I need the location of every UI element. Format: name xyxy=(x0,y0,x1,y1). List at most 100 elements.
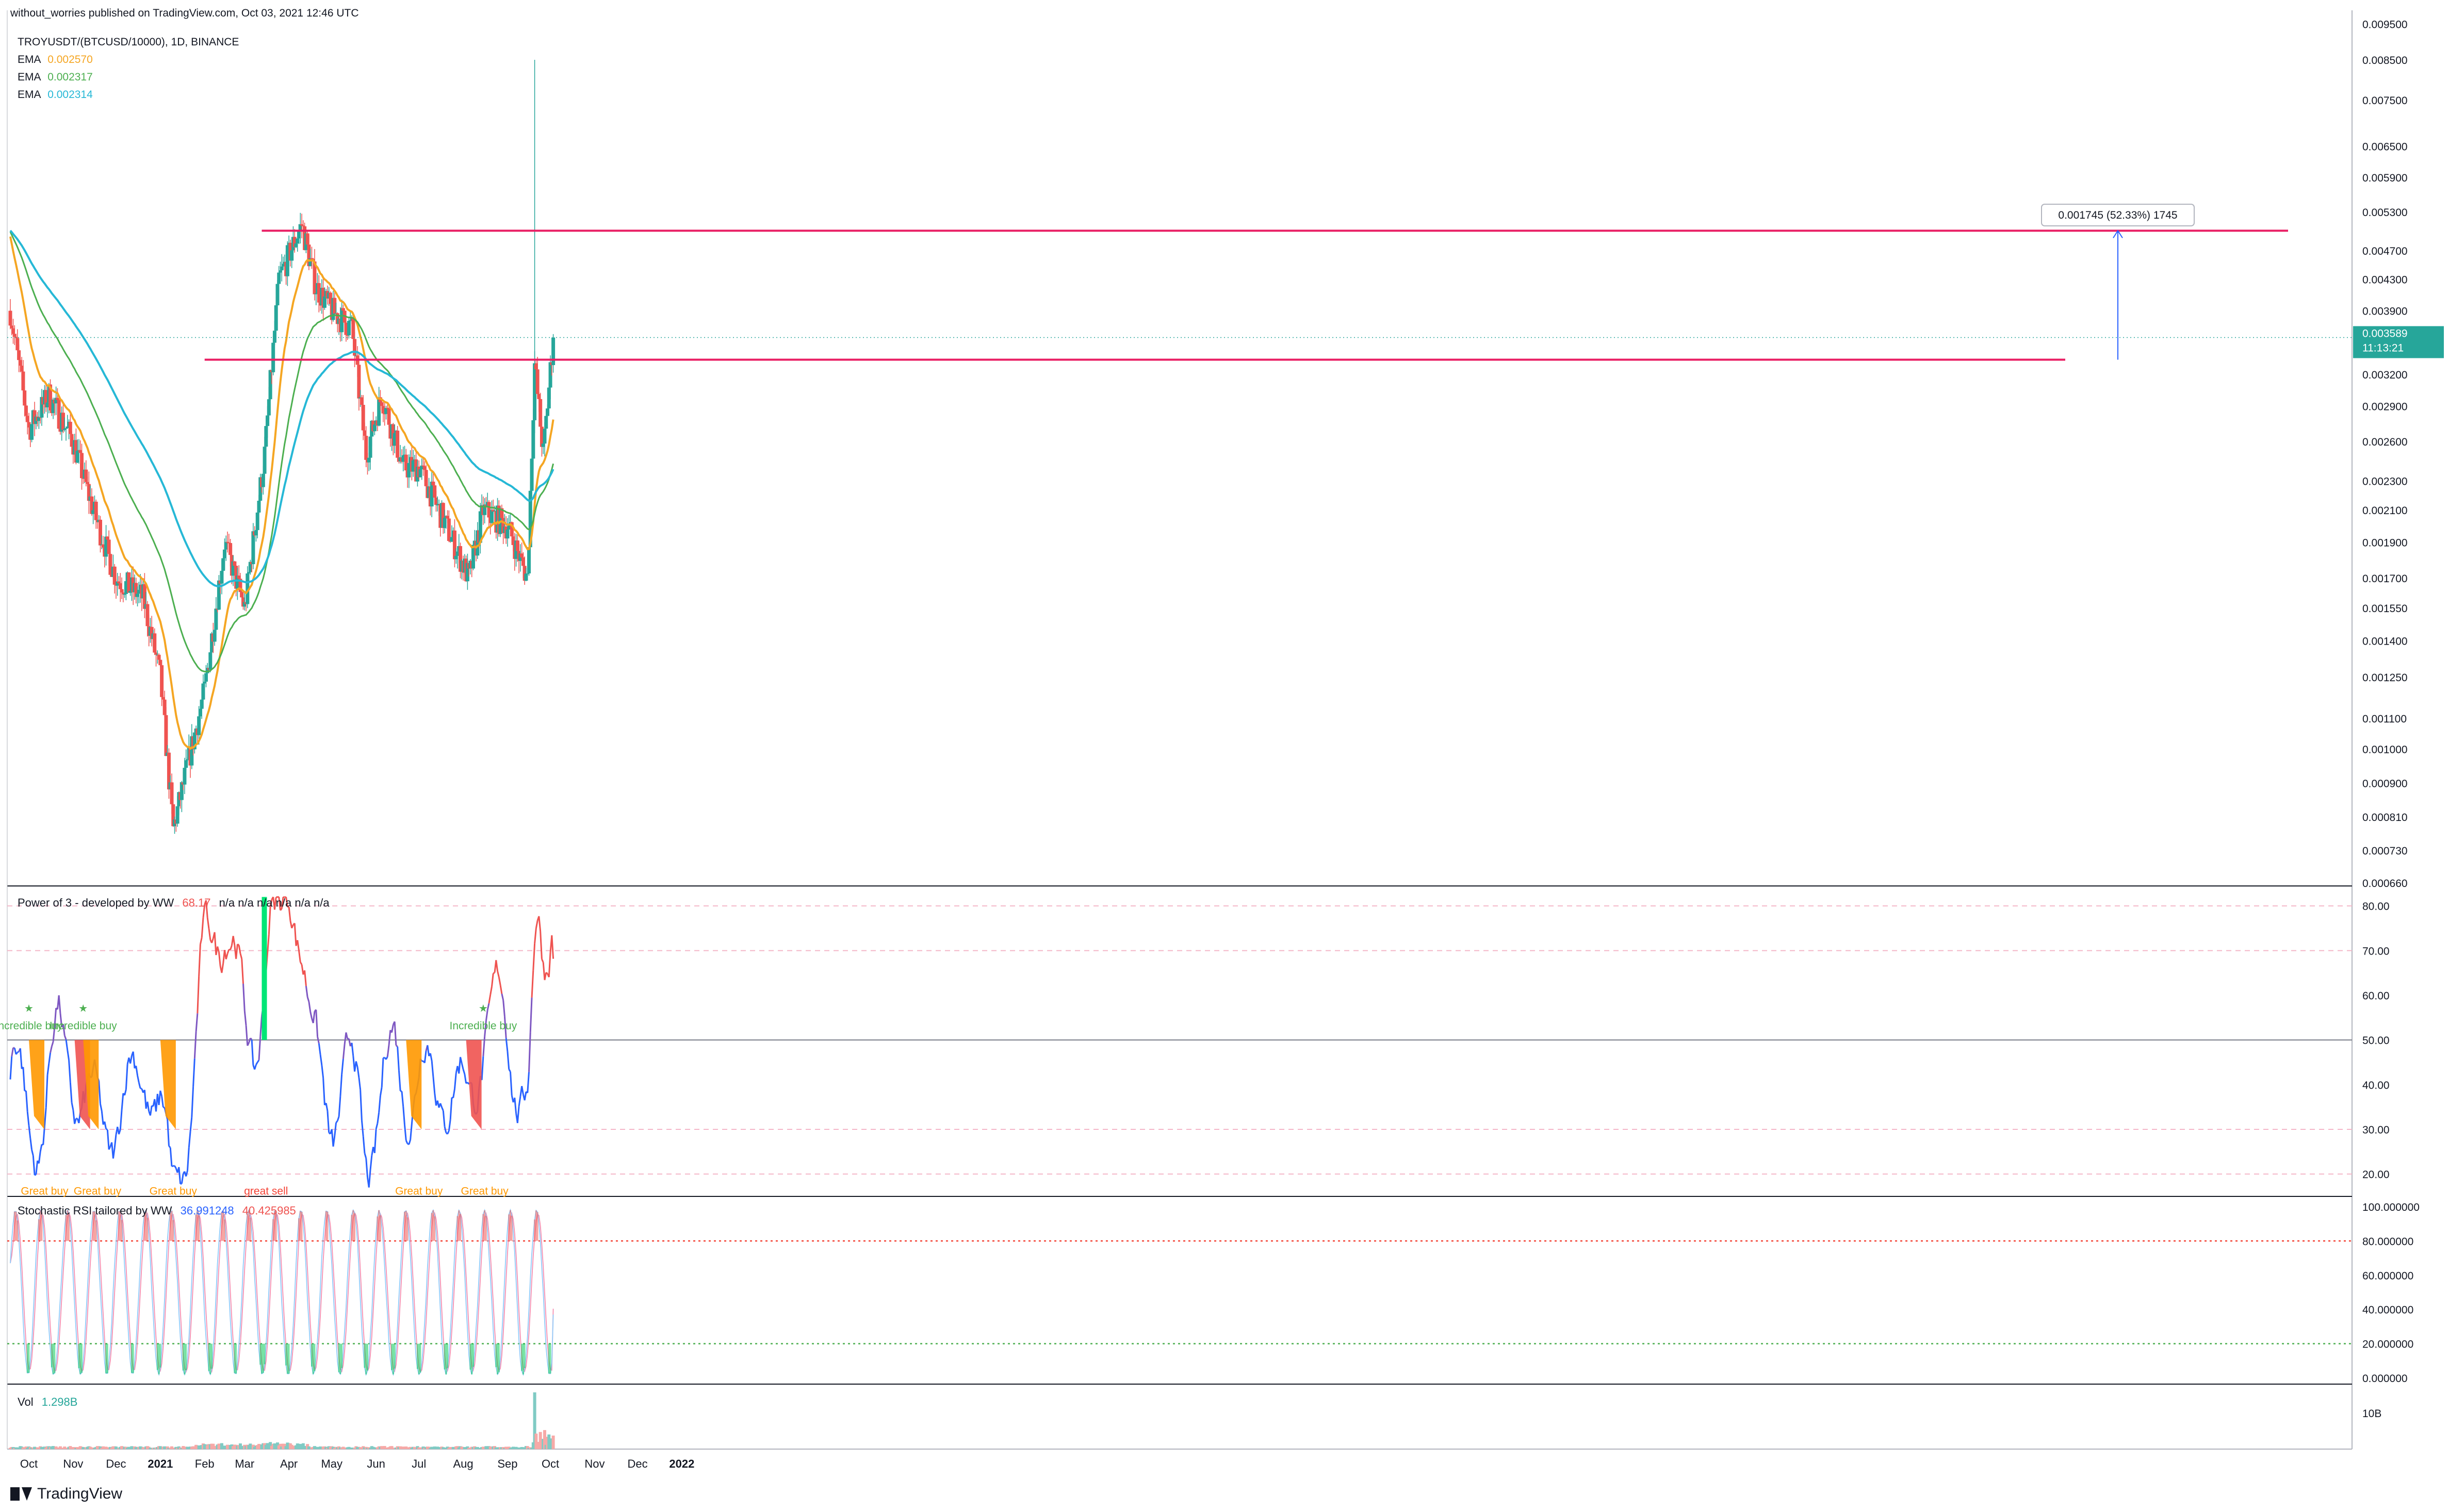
candle-body xyxy=(179,782,184,800)
power-line-segment xyxy=(174,1165,177,1169)
power-line-segment xyxy=(528,1032,531,1072)
candle-body xyxy=(538,399,543,427)
time-axis-label: 2022 xyxy=(669,1457,694,1470)
candle-body xyxy=(520,553,524,557)
legend-ema-label: EMA xyxy=(18,89,41,101)
power-line-segment xyxy=(318,1043,321,1055)
candle-body xyxy=(526,573,530,574)
candle-body xyxy=(430,481,434,507)
legend-ema-label: EMA xyxy=(18,71,41,83)
power-line-segment xyxy=(514,1097,517,1114)
candle-body xyxy=(101,544,105,548)
power-line-segment xyxy=(106,1129,110,1150)
power-line-segment xyxy=(48,1053,52,1064)
candle-body xyxy=(200,699,204,709)
time-axis-label: Mar xyxy=(235,1457,254,1470)
candle-body xyxy=(507,523,511,530)
volume-bar xyxy=(526,1446,529,1449)
symbol-title[interactable]: TROYUSDT/(BTCUSD/10000), 1D, BINANCE xyxy=(18,36,239,48)
legend-ema-slow[interactable]: EMA 0.002314 xyxy=(18,89,93,101)
power-line-segment xyxy=(447,1130,450,1135)
volume-bar xyxy=(24,1446,28,1449)
power-pane-title[interactable]: Power of 3 - developed by WW 68.17 n/a n… xyxy=(18,896,330,910)
stoch-pane-title[interactable]: Stochastic RSI tailored by WW 36.991248 … xyxy=(18,1204,296,1218)
candle-body xyxy=(333,298,337,314)
candle-body xyxy=(208,652,213,670)
candle-body xyxy=(452,530,456,560)
power-line-segment xyxy=(293,923,297,946)
power-line-segment xyxy=(254,1064,257,1070)
power-line-segment xyxy=(62,1024,66,1036)
power-tick-label: 70.00 xyxy=(2362,945,2390,957)
candle-body xyxy=(80,453,84,479)
power-sell-fill xyxy=(262,897,267,1040)
candle-body xyxy=(305,233,309,245)
vol-pane-title[interactable]: Vol 1.298B xyxy=(18,1395,77,1409)
power-line-segment xyxy=(221,963,224,973)
power-line-segment xyxy=(484,1021,487,1037)
power-line-segment xyxy=(308,1001,312,1012)
stoch-d-value: 40.425985 xyxy=(242,1204,296,1217)
candle-body xyxy=(535,369,540,394)
power-line-segment xyxy=(201,917,204,938)
candle-body xyxy=(64,428,68,429)
power-line-segment xyxy=(305,985,308,997)
power-line-segment xyxy=(322,1078,325,1106)
candle-body xyxy=(454,555,458,560)
power-line-segment xyxy=(19,1048,23,1069)
star-icon: ★ xyxy=(78,1003,88,1014)
power-line-segment xyxy=(255,1062,258,1065)
power-line-segment xyxy=(45,1075,48,1108)
candle-body xyxy=(184,760,188,768)
candle-body xyxy=(240,592,244,598)
power-line-segment xyxy=(356,1067,360,1078)
candle-body xyxy=(160,665,164,697)
price-tick-label: 0.002600 xyxy=(2362,436,2408,448)
candle-body xyxy=(164,715,168,756)
legend-ema-mid[interactable]: EMA 0.002317 xyxy=(18,71,93,84)
power-line-segment xyxy=(489,986,493,995)
power-line-segment xyxy=(408,1139,412,1145)
power-line-segment xyxy=(208,928,211,940)
power-line-segment xyxy=(195,1013,199,1032)
candle-body xyxy=(443,517,447,528)
legend-ema-fast[interactable]: EMA 0.002570 xyxy=(18,54,93,66)
stoch-tick-label: 20.000000 xyxy=(2362,1339,2413,1351)
power-tick-label: 30.00 xyxy=(2362,1124,2390,1136)
power-line-segment xyxy=(288,907,291,921)
power-line-segment xyxy=(112,1147,116,1159)
power-line-segment xyxy=(342,1044,346,1059)
price-tick-label: 0.004300 xyxy=(2362,274,2408,286)
power-line-segment xyxy=(423,1050,427,1063)
candle-body xyxy=(534,363,538,370)
candle-body xyxy=(233,561,237,566)
volume-bar xyxy=(63,1447,67,1449)
power-line-segment xyxy=(211,938,214,943)
tradingview-footer[interactable]: TradingView xyxy=(10,1485,122,1503)
power-line-segment xyxy=(38,1152,41,1164)
candle-body xyxy=(368,436,372,458)
power-line-segment xyxy=(256,1059,260,1063)
power-line-segment xyxy=(527,1072,530,1093)
candle-body xyxy=(183,767,187,785)
candle-body xyxy=(459,546,463,572)
candle-body xyxy=(104,536,108,557)
candle-body xyxy=(309,258,314,259)
power-line-segment xyxy=(225,954,228,960)
power-line-segment xyxy=(191,1087,194,1117)
power-annotation: Incredible buy xyxy=(50,1020,117,1032)
power-line-segment xyxy=(235,944,238,959)
candle-body xyxy=(511,536,515,545)
power-line-segment xyxy=(385,1056,388,1060)
candle-body xyxy=(385,407,389,409)
candle-body xyxy=(357,365,361,399)
star-icon: ★ xyxy=(479,1003,488,1014)
candle-body xyxy=(301,225,305,226)
candle-body xyxy=(247,572,251,574)
power-line-segment xyxy=(326,1111,330,1133)
power-signal-fill xyxy=(466,1040,482,1129)
power-line-segment xyxy=(118,1129,121,1135)
volume-bar xyxy=(163,1446,167,1449)
candle-body xyxy=(307,244,311,267)
